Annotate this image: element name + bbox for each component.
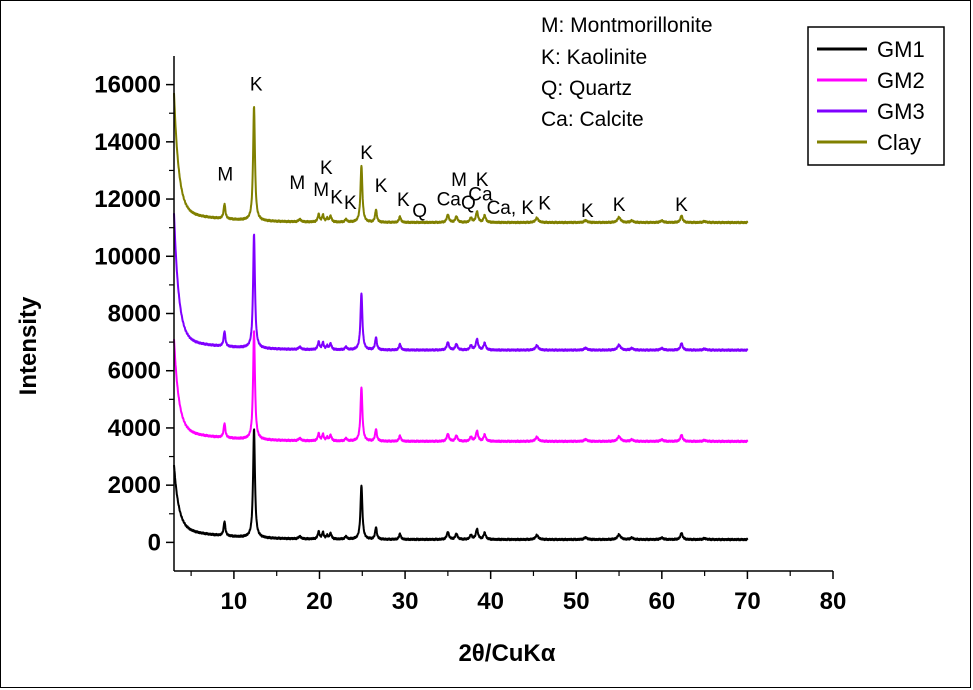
peak-annotation: K [375,176,388,197]
x-tick-label: 20 [306,588,333,615]
peak-annotation: K [250,74,263,95]
legend-label-gm1: GM1 [877,37,925,62]
peak-annotation: M [451,170,467,191]
y-tick-label: 6000 [108,358,161,385]
x-tick-label: 40 [477,588,504,615]
peak-annotation: K [330,187,343,208]
y-tick-label: 2000 [108,472,161,499]
key-line-kaolinite: K: Kaolinite [541,46,647,69]
x-tick-label: 30 [392,588,419,615]
peak-annotation: K [320,158,333,179]
peak-annotation: K [613,195,626,216]
legend-label-clay: Clay [877,130,921,155]
peak-annotation: K [476,170,489,191]
legend-label-gm3: GM3 [877,99,925,124]
plot-area [173,93,749,542]
mineral-key: M: Montmorillonite K: Kaolinite Q: Quart… [541,14,713,131]
peak-annotation: M [289,173,305,194]
peak-annotation: Ca [468,184,493,205]
series-line-clay [173,93,749,225]
peak-annotation: Ca, K [487,198,535,219]
key-line-quartz: Q: Quartz [541,77,632,100]
series-line-gm3 [173,213,749,352]
y-tick-label: 10000 [94,243,161,270]
x-tick-label: 10 [221,588,248,615]
peak-annotation: Ca [437,189,462,210]
x-axis-title: 2θ/CuKα [458,640,555,667]
y-axis-title: Intensity [15,296,42,395]
y-tick-label: 14000 [94,129,161,156]
legend: GM1 GM2 GM3 Clay [807,26,945,166]
y-tick-label: 12000 [94,186,161,213]
x-tick-label: 80 [820,588,847,615]
peak-annotation: Q [412,201,427,222]
peak-annotation: K [360,143,373,164]
axes: 10 20 30 40 50 60 70 80 0 2000 4000 6000 8000 10000 12… [94,56,846,615]
series-line-gm2 [173,330,749,444]
peak-annotation: K [581,201,594,222]
x-tick-label: 70 [734,588,761,615]
y-tick-label: 16000 [94,72,161,99]
peak-annotation: M [217,164,233,185]
peak-annotation: K [397,190,410,211]
peak-annotation: K [538,194,551,215]
peak-annotation: K [675,195,688,216]
x-tick-label: 50 [563,588,590,615]
key-line-montmorillonite: M: Montmorillonite [541,14,713,37]
y-tick-label: 4000 [108,415,161,442]
x-tick-label: 60 [648,588,675,615]
key-line-calcite: Ca: Calcite [541,108,644,131]
peak-annotation: M [313,180,329,201]
peak-annotation: K [344,193,357,214]
y-tick-label: 0 [148,529,161,556]
legend-label-gm2: GM2 [877,68,925,93]
peak-annotation: Q [461,193,476,214]
y-tick-label: 8000 [108,301,161,328]
series-line-gm1 [173,428,749,542]
